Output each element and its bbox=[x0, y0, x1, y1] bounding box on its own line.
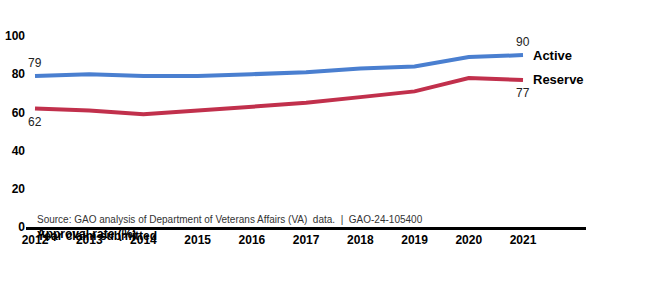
svg-text:Active: Active bbox=[533, 48, 572, 63]
svg-text:2015: 2015 bbox=[184, 233, 211, 247]
svg-text:0: 0 bbox=[18, 220, 25, 234]
svg-text:Reserve: Reserve bbox=[533, 72, 584, 87]
svg-text:2013: 2013 bbox=[76, 233, 103, 247]
svg-text:2018: 2018 bbox=[347, 233, 374, 247]
svg-text:2012: 2012 bbox=[22, 233, 49, 247]
svg-text:62: 62 bbox=[28, 115, 42, 129]
svg-text:2021: 2021 bbox=[510, 233, 537, 247]
svg-text:Year claim submitted: Year claim submitted bbox=[37, 229, 157, 243]
svg-text:2017: 2017 bbox=[293, 233, 320, 247]
svg-text:40: 40 bbox=[12, 144, 26, 158]
svg-text:2016: 2016 bbox=[239, 233, 266, 247]
svg-text:20: 20 bbox=[12, 182, 26, 196]
svg-text:60: 60 bbox=[12, 106, 26, 120]
svg-text:79: 79 bbox=[28, 56, 42, 70]
svg-text:77: 77 bbox=[516, 86, 530, 100]
svg-text:Source: GAO analysis of Depart: Source: GAO analysis of Department of Ve… bbox=[37, 214, 423, 225]
svg-text:80: 80 bbox=[12, 67, 26, 81]
svg-text:100: 100 bbox=[5, 29, 25, 43]
svg-text:2019: 2019 bbox=[401, 233, 428, 247]
svg-text:2014: 2014 bbox=[130, 233, 157, 247]
svg-text:Approval rate (%): Approval rate (%) bbox=[37, 227, 136, 241]
svg-text:90: 90 bbox=[516, 35, 530, 49]
svg-text:2020: 2020 bbox=[455, 233, 482, 247]
